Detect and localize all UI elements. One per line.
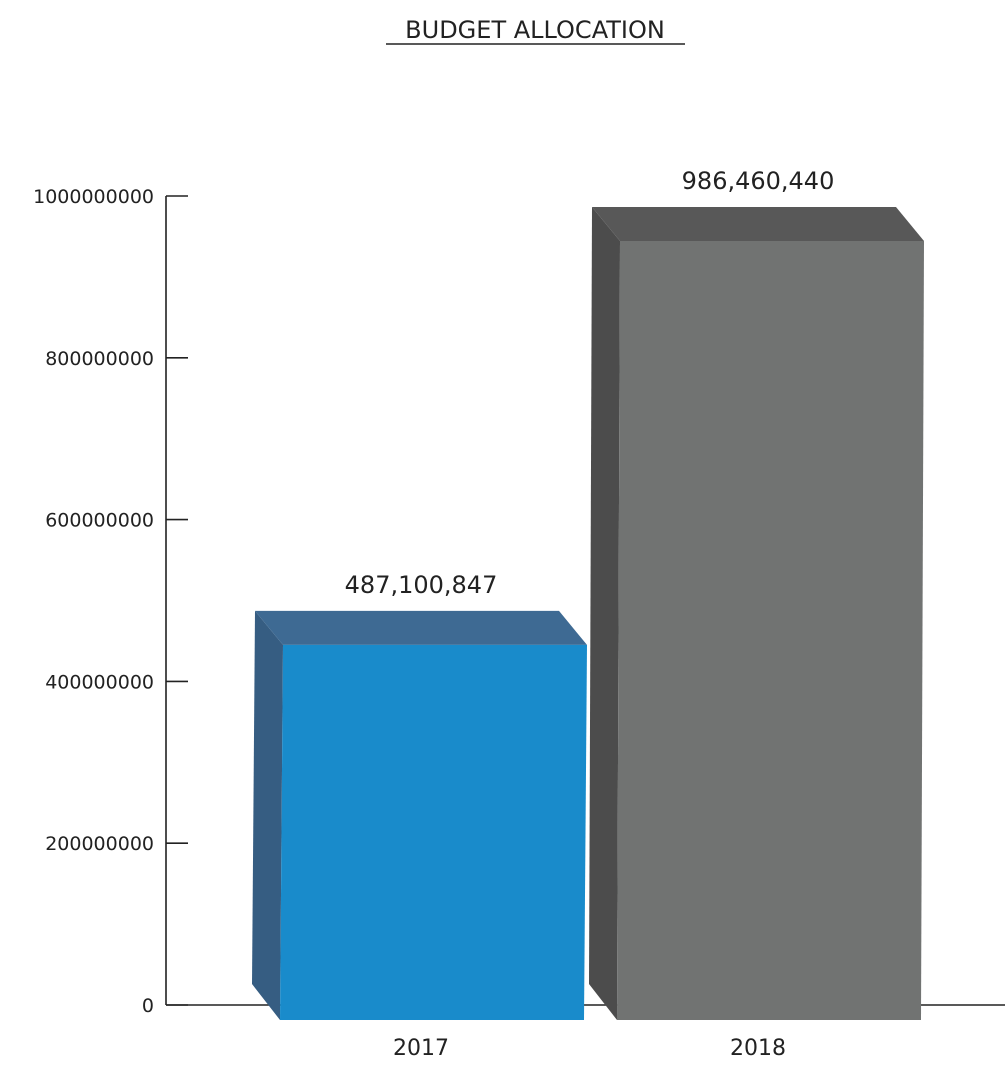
y-tick-label: 800000000	[45, 348, 154, 370]
bar-side-face-2017	[252, 610, 283, 1020]
x-tick-label-2018: 2018	[730, 1036, 786, 1061]
bar-front-face-2018	[617, 240, 924, 1021]
bar-side-face-2018	[589, 206, 620, 1021]
bar-2018: 986,460,440	[589, 167, 924, 1021]
chart-title: BUDGET ALLOCATION	[405, 16, 665, 44]
y-tick-label: 400000000	[45, 671, 154, 693]
y-tick-label: 1000000000	[33, 186, 154, 208]
y-tick-label: 200000000	[45, 833, 154, 855]
y-tick-label: 600000000	[45, 510, 154, 532]
bar-2017: 487,100,847	[252, 571, 587, 1020]
x-tick-label-2017: 2017	[393, 1036, 449, 1061]
bars: 487,100,847 986,460,440	[252, 167, 924, 1021]
bar-top-face-2017	[255, 610, 587, 645]
bar-value-label-2018: 986,460,440	[682, 167, 835, 195]
bar-front-face-2017	[280, 644, 587, 1020]
bar-top-face-2018	[592, 206, 924, 241]
chart-title-group: BUDGET ALLOCATION	[386, 16, 685, 45]
y-axis: 0 200000000 400000000 600000000 800000000 100…	[33, 186, 188, 1017]
y-tick-label: 0	[142, 995, 154, 1017]
bar-value-label-2017: 487,100,847	[345, 571, 498, 599]
